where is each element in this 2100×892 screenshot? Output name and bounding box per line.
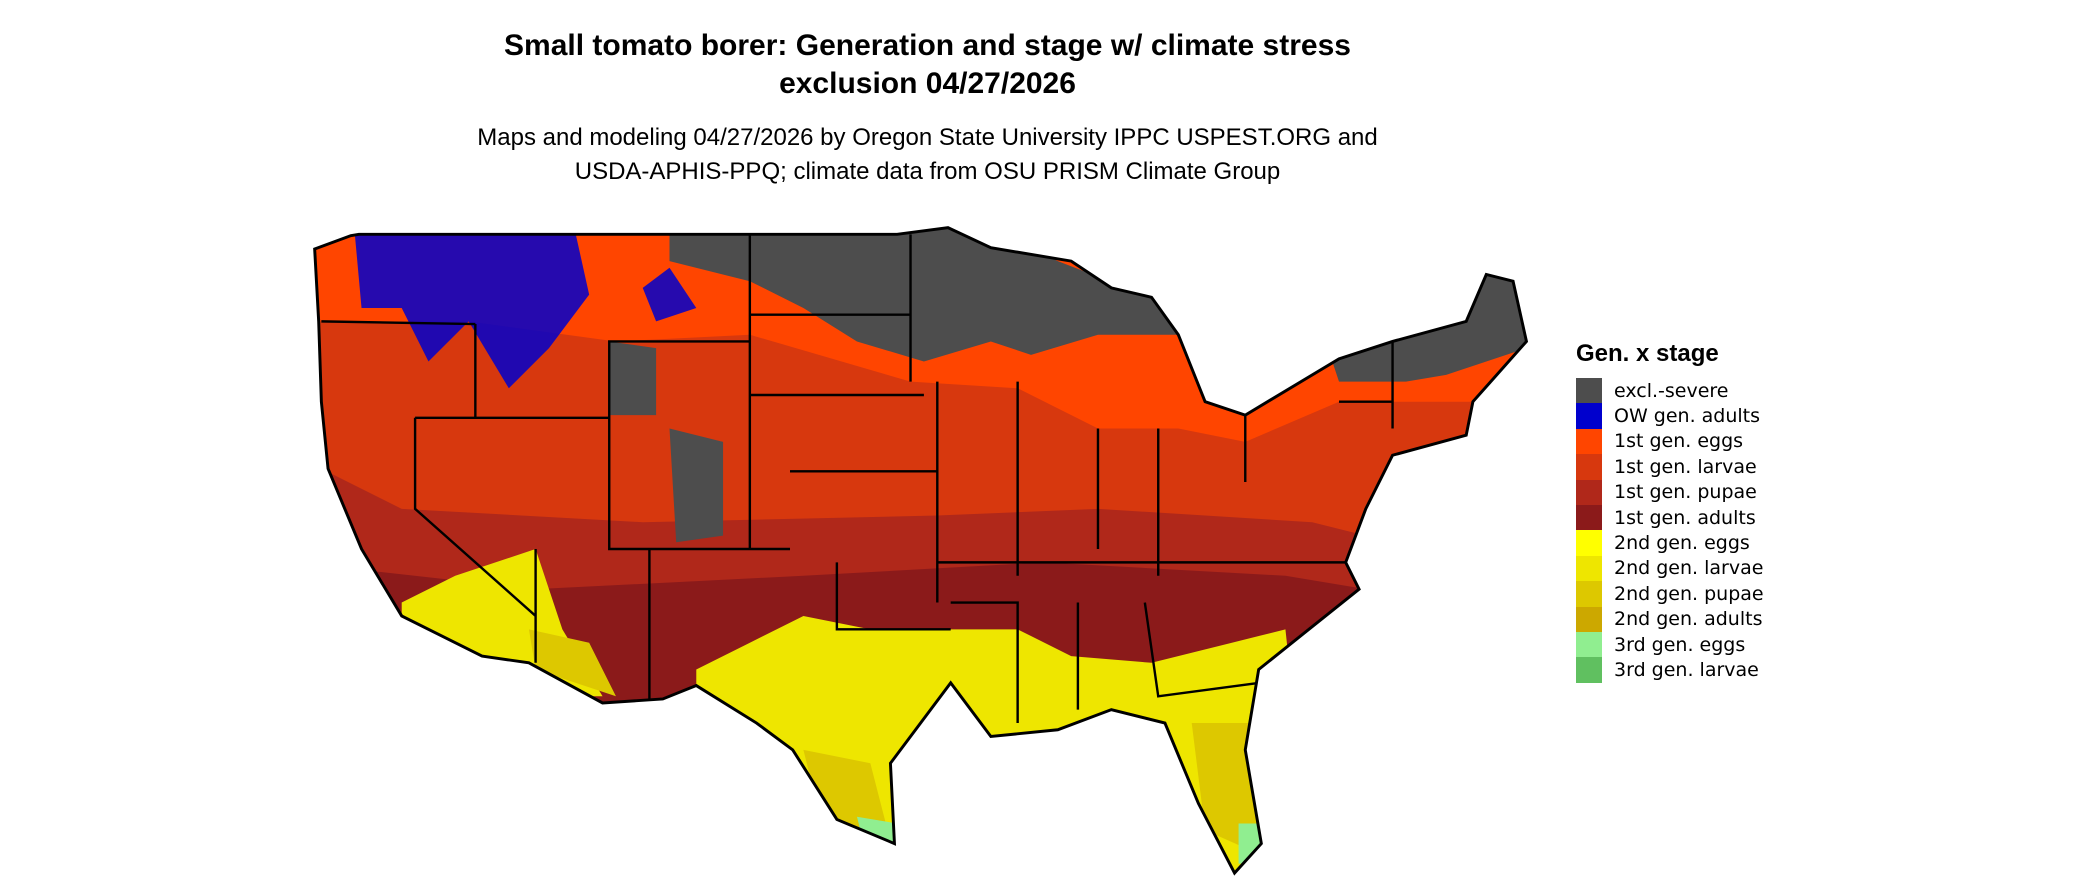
legend-swatch <box>1576 504 1602 531</box>
region-ow-adults <box>354 234 697 389</box>
region-excl-severe <box>609 227 1527 543</box>
legend-swatch <box>1576 428 1602 455</box>
legend-item: excl.-severe <box>1576 378 1764 404</box>
legend-label: 2nd gen. eggs <box>1614 532 1750 555</box>
legend-rows: excl.-severe OW gen. adults 1st gen. eggs 1… <box>1576 378 1764 683</box>
map-title-line2: exclusion 04/27/2026 <box>779 67 1076 100</box>
legend-swatch <box>1576 454 1602 480</box>
legend-item: 3rd gen. eggs <box>1576 631 1764 658</box>
region-3rd-eggs <box>856 816 1266 864</box>
legend: Gen. x stage excl.-severe OW gen. adults 1… <box>1576 340 1764 683</box>
state-borders <box>321 234 1394 724</box>
legend-item: 2nd gen. adults <box>1576 606 1764 632</box>
legend-swatch <box>1576 555 1602 582</box>
legend-label: 2nd gen. larvae <box>1614 557 1764 580</box>
legend-item: 1st gen. larvae <box>1576 454 1764 480</box>
legend-label: 3rd gen. larvae <box>1614 658 1759 681</box>
legend-item: 2nd gen. larvae <box>1576 555 1764 582</box>
legend-swatch <box>1576 378 1602 404</box>
legend-swatch <box>1576 631 1602 658</box>
legend-item: OW gen. adults <box>1576 403 1764 429</box>
map-subtitle-line2: USDA-APHIS-PPQ; climate data from OSU PR… <box>574 158 1281 185</box>
legend-item: 1st gen. pupae <box>1576 479 1764 505</box>
legend-item: 1st gen. adults <box>1576 504 1764 531</box>
legend-item: 2nd gen. pupae <box>1576 581 1764 607</box>
legend-label: 3rd gen. eggs <box>1614 633 1746 656</box>
legend-label: 1st gen. pupae <box>1614 481 1757 504</box>
legend-label: OW gen. adults <box>1614 405 1761 428</box>
legend-swatch <box>1576 479 1602 505</box>
legend-label: 2nd gen. adults <box>1614 608 1763 631</box>
legend-item: 2nd gen. eggs <box>1576 530 1764 556</box>
legend-swatch <box>1576 581 1602 607</box>
legend-swatch <box>1576 530 1602 556</box>
legend-label: 1st gen. eggs <box>1614 430 1744 453</box>
legend-item: 3rd gen. larvae <box>1576 657 1764 683</box>
legend-title: Gen. x stage <box>1576 340 1719 367</box>
legend-label: 2nd gen. pupae <box>1614 582 1764 605</box>
legend-label: 1st gen. adults <box>1614 506 1756 529</box>
legend-swatch <box>1576 606 1602 632</box>
legend-label: excl.-severe <box>1614 379 1729 402</box>
legend-swatch <box>1576 657 1602 683</box>
map-title-line1: Small tomato borer: Generation and stage… <box>504 29 1351 62</box>
legend-item: 1st gen. eggs <box>1576 428 1764 455</box>
legend-swatch <box>1576 403 1602 429</box>
map-subtitle-line1: Maps and modeling 04/27/2026 by Oregon S… <box>477 124 1378 151</box>
legend-label: 1st gen. larvae <box>1614 455 1757 478</box>
